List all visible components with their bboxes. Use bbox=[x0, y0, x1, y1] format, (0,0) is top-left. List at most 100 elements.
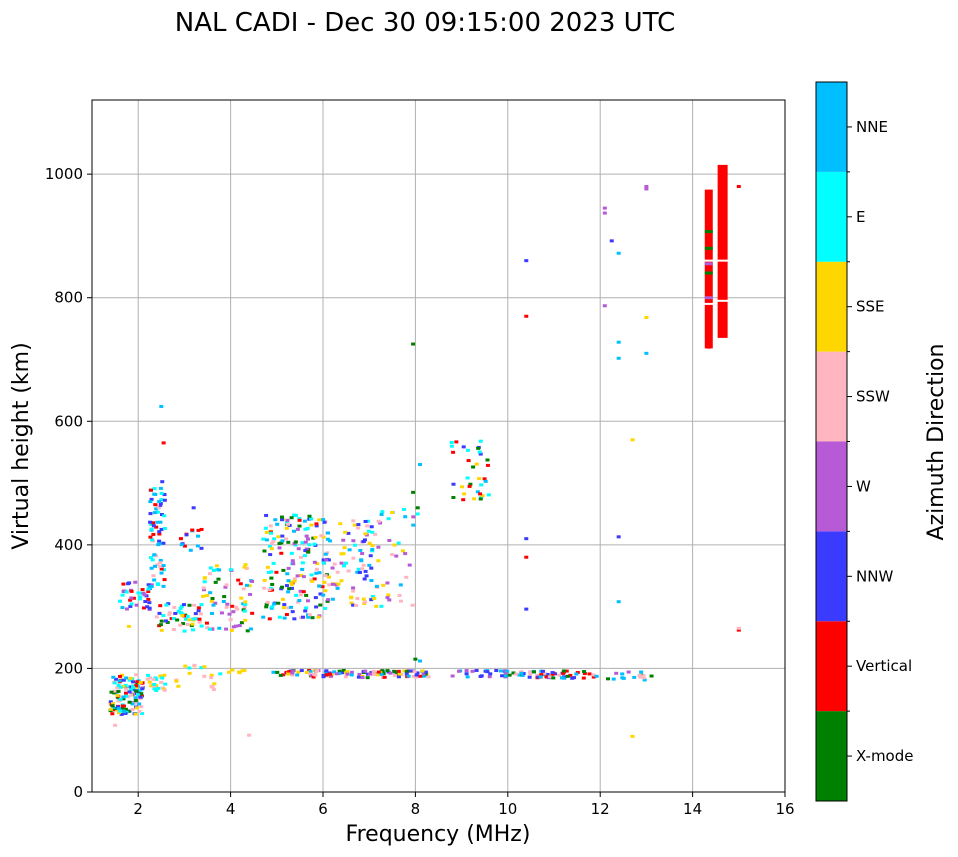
echo-point bbox=[346, 531, 351, 535]
echo-point bbox=[229, 628, 234, 632]
colorbar-tick-label: SSE bbox=[856, 298, 885, 316]
echo-point bbox=[641, 676, 646, 680]
echo-point bbox=[217, 626, 222, 630]
echo-point bbox=[178, 623, 183, 627]
echo-point bbox=[396, 675, 401, 679]
echo-point bbox=[324, 673, 329, 677]
echo-point bbox=[303, 549, 308, 553]
echo-point bbox=[402, 507, 407, 511]
echo-point bbox=[158, 558, 163, 562]
colorbar-segment bbox=[816, 621, 847, 712]
echo-point bbox=[210, 611, 215, 615]
colorbar-frame bbox=[815, 81, 848, 802]
echo-point bbox=[181, 622, 186, 626]
echo-point bbox=[304, 606, 309, 610]
echo-point bbox=[192, 663, 197, 667]
echo-point bbox=[288, 580, 293, 584]
echo-point bbox=[275, 670, 280, 674]
echo-point bbox=[400, 549, 405, 553]
echo-point bbox=[239, 621, 244, 625]
echo-point bbox=[376, 559, 381, 563]
echo-point bbox=[124, 590, 129, 594]
echo-point bbox=[292, 529, 297, 533]
echo-point bbox=[277, 546, 282, 550]
echo-point bbox=[559, 676, 564, 680]
echo-point bbox=[116, 705, 121, 709]
echo-point bbox=[339, 579, 344, 583]
echo-point bbox=[205, 626, 210, 630]
echo-point bbox=[198, 612, 203, 616]
echo-point bbox=[290, 559, 295, 563]
echo-point bbox=[285, 572, 290, 576]
echo-point bbox=[150, 558, 155, 562]
echo-point bbox=[124, 694, 129, 698]
echo-point bbox=[568, 673, 573, 677]
echo-point bbox=[115, 686, 120, 690]
echo-point bbox=[143, 600, 148, 604]
echo-point bbox=[136, 591, 141, 595]
echo-point bbox=[171, 627, 176, 631]
echo-point bbox=[535, 673, 540, 677]
echo-point bbox=[161, 441, 166, 445]
echo-point bbox=[134, 684, 139, 688]
echo-point bbox=[116, 711, 121, 715]
echo-point bbox=[121, 697, 126, 701]
colorbar-tick-label: NNW bbox=[856, 567, 893, 585]
echo-point bbox=[151, 677, 156, 681]
echo-point bbox=[532, 670, 537, 674]
echo-point bbox=[521, 671, 526, 675]
echo-point bbox=[207, 572, 212, 576]
echo-point bbox=[271, 670, 276, 674]
echo-point bbox=[602, 206, 607, 210]
echo-point bbox=[369, 598, 374, 602]
echo-point bbox=[149, 566, 154, 570]
echo-point bbox=[392, 673, 397, 677]
colorbar-tick-label: W bbox=[856, 477, 871, 495]
echo-point bbox=[475, 490, 480, 494]
echo-point bbox=[118, 599, 123, 603]
echo-point bbox=[156, 583, 161, 587]
echo-point bbox=[169, 617, 174, 621]
echo-point bbox=[172, 605, 177, 609]
y-axis: 0 200 400 600 800 1000 bbox=[45, 165, 92, 801]
echo-point bbox=[159, 498, 164, 502]
echo-point bbox=[632, 675, 637, 679]
echo-point bbox=[147, 601, 152, 605]
echo-point bbox=[167, 612, 172, 616]
echo-point bbox=[154, 677, 159, 681]
echo-point bbox=[291, 669, 296, 673]
echo-point bbox=[123, 707, 128, 711]
echo-point bbox=[410, 669, 415, 673]
echo-point bbox=[397, 593, 402, 597]
colorbar-tick-label: SSW bbox=[856, 388, 890, 406]
echo-point bbox=[196, 606, 201, 610]
echo-point bbox=[158, 604, 163, 608]
echo-point bbox=[250, 579, 255, 583]
echo-point bbox=[310, 579, 315, 583]
echo-point bbox=[314, 567, 319, 571]
echo-point bbox=[307, 514, 312, 518]
echo-point bbox=[208, 591, 213, 595]
echo-point bbox=[413, 657, 418, 661]
echo-point bbox=[272, 602, 277, 606]
echo-point bbox=[133, 712, 138, 716]
echo-point bbox=[158, 486, 163, 490]
echo-point bbox=[304, 670, 309, 674]
echo-point bbox=[485, 463, 490, 467]
echo-point bbox=[602, 304, 607, 308]
echo-point bbox=[149, 684, 154, 688]
echo-point bbox=[467, 484, 472, 488]
echo-point bbox=[160, 676, 165, 680]
echo-point bbox=[398, 583, 403, 587]
echo-point bbox=[704, 271, 713, 275]
echo-point bbox=[121, 678, 126, 682]
echo-point bbox=[152, 684, 157, 688]
echo-point bbox=[118, 709, 123, 713]
echo-point bbox=[485, 670, 490, 674]
echo-point bbox=[295, 673, 300, 677]
echo-point bbox=[304, 593, 309, 597]
echo-point bbox=[420, 669, 425, 673]
echo-point bbox=[155, 563, 160, 567]
echo-point bbox=[642, 678, 647, 682]
echo-point bbox=[304, 547, 309, 551]
